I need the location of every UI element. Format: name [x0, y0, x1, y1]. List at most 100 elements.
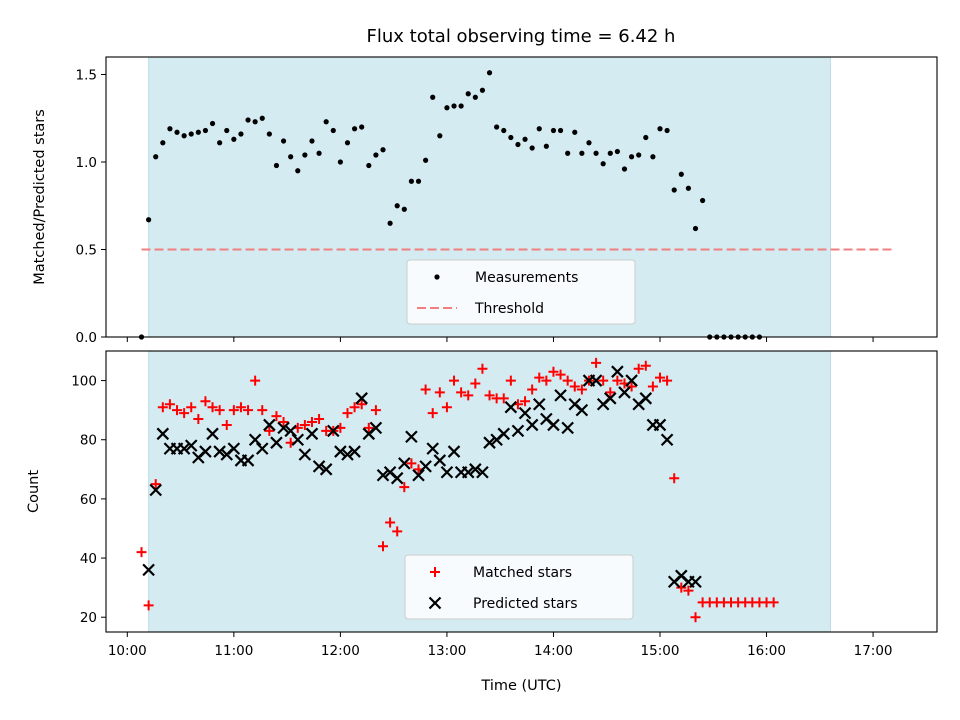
data-point: [243, 405, 254, 416]
data-point: [653, 418, 667, 432]
data-point: [245, 117, 251, 123]
y-tick-label: 0.0: [76, 330, 97, 346]
data-point: [662, 375, 673, 386]
data-point: [618, 386, 631, 399]
data-point: [259, 115, 265, 121]
data-point: [273, 162, 280, 169]
data-point: [184, 439, 198, 452]
data-point: [643, 134, 649, 141]
data-point: [477, 363, 488, 374]
bottom-axes-frame: [105, 350, 938, 633]
data-point: [456, 387, 467, 398]
data-point: [547, 418, 560, 432]
data-point: [433, 454, 447, 467]
data-point: [591, 357, 602, 368]
data-point: [576, 384, 587, 395]
data-point: [266, 131, 272, 137]
data-point: [525, 418, 539, 432]
data-point: [636, 152, 642, 158]
data-point: [572, 129, 578, 135]
data-point: [319, 463, 333, 476]
data-point: [195, 129, 201, 135]
data-point: [430, 94, 436, 100]
data-point: [150, 479, 161, 490]
legend-label: Predicted stars: [473, 596, 578, 612]
data-point: [657, 126, 663, 132]
chart-title: Flux total observing time = 6.42 h: [367, 26, 676, 47]
data-point: [394, 203, 400, 209]
data-point: [207, 402, 218, 413]
data-point: [768, 597, 779, 608]
x-tick-label: 17:00: [854, 643, 893, 659]
data-point: [302, 152, 308, 158]
data-point: [199, 445, 212, 458]
data-point: [600, 161, 606, 167]
data-point: [604, 392, 617, 405]
data-point: [380, 147, 386, 153]
data-point: [309, 138, 315, 144]
data-point: [349, 402, 360, 413]
data-point: [678, 171, 684, 177]
data-point: [611, 365, 624, 378]
data-point: [633, 363, 644, 374]
legend-marker-matched: [430, 567, 440, 577]
data-point: [534, 372, 545, 383]
data-point: [344, 140, 351, 146]
data-point: [497, 427, 511, 441]
data-point: [186, 402, 197, 413]
data-point: [461, 465, 475, 479]
data-point: [660, 433, 674, 447]
data-point: [543, 143, 549, 149]
data-point: [314, 414, 325, 425]
data-point: [228, 405, 239, 416]
data-point: [598, 375, 609, 386]
data-point: [405, 430, 418, 444]
top-panel: 0.0 0.5 1.0 1.5 Matched/Predicted stars Measu…: [32, 56, 938, 346]
bottom-panel: 20 40 60 80 100 10:00 11:00 12:00 13:00 14:00 15:0…: [26, 350, 938, 694]
data-point: [408, 178, 415, 184]
data-point: [423, 157, 429, 163]
data-point: [520, 396, 531, 407]
data-point: [298, 448, 312, 461]
data-point: [515, 141, 521, 148]
y-tick-label: 1.5: [76, 68, 97, 84]
data-point: [172, 405, 183, 416]
data-point: [700, 197, 706, 204]
x-tick-label: 14:00: [534, 643, 573, 659]
data-point: [483, 436, 496, 449]
data-point: [555, 369, 566, 380]
data-point: [330, 127, 336, 134]
data-point: [167, 126, 173, 132]
top-y-axis-label: Matched/Predicted stars: [32, 109, 48, 285]
data-point: [420, 384, 431, 395]
data-point: [504, 400, 518, 414]
data-point: [193, 414, 204, 425]
data-point: [689, 575, 702, 588]
data-point: [341, 448, 354, 461]
data-point: [522, 136, 528, 142]
y-tick-label: 20: [80, 610, 97, 626]
x-tick-label: 11:00: [214, 643, 253, 659]
data-point: [647, 381, 658, 392]
data-point: [351, 126, 358, 132]
data-point: [231, 136, 237, 142]
data-point: [628, 154, 635, 160]
data-point: [505, 375, 516, 386]
data-point: [415, 178, 422, 184]
data-point: [458, 103, 464, 109]
data-point: [277, 421, 290, 435]
data-point: [179, 408, 190, 419]
legend-marker-predicted: [428, 596, 442, 610]
data-point: [248, 433, 262, 447]
data-point: [469, 463, 482, 476]
data-point: [327, 424, 340, 438]
data-point: [565, 150, 571, 156]
x-tick-label: 15:00: [641, 643, 680, 659]
data-point: [363, 422, 374, 433]
data-point: [586, 140, 592, 146]
data-point: [561, 421, 574, 435]
data-point: [291, 433, 305, 447]
data-point: [427, 408, 438, 419]
legend-box: [404, 554, 634, 620]
data-point: [437, 133, 443, 139]
